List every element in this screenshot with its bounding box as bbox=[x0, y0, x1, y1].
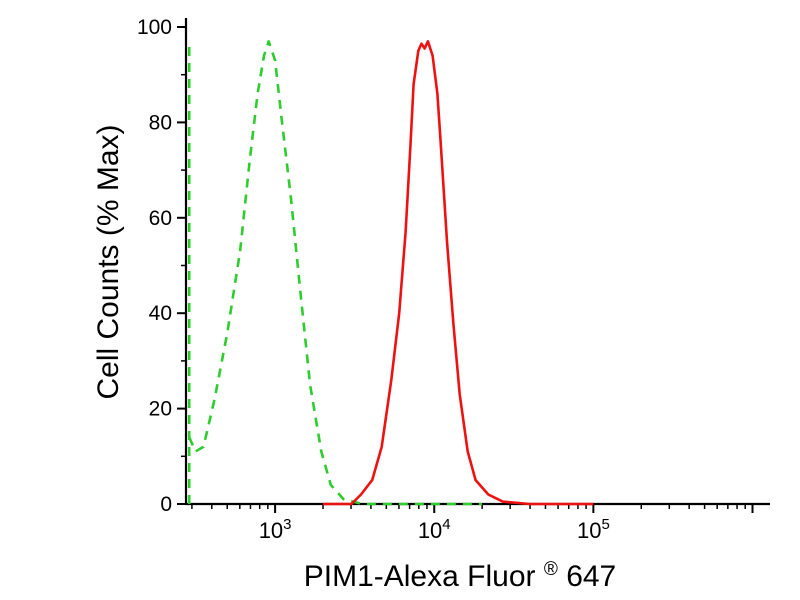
x-tick-label: 104 bbox=[418, 516, 451, 543]
x-axis-label: PIM1-Alexa Fluor ® 647 bbox=[304, 549, 617, 593]
x-tick-label: 103 bbox=[259, 516, 292, 543]
y-tick-label: 20 bbox=[149, 398, 172, 421]
x-tick-label: 105 bbox=[577, 516, 610, 543]
x-axis-label-prefix: PIM1-Alexa Fluor bbox=[304, 560, 536, 593]
y-tick-label: 80 bbox=[149, 111, 172, 134]
axes bbox=[184, 18, 770, 506]
y-axis-label: Cell Counts (% Max) bbox=[92, 124, 125, 399]
y-tick-label: 40 bbox=[149, 302, 172, 325]
curve-control-dashed-green bbox=[188, 39, 482, 506]
registered-trademark-superscript: ® bbox=[544, 559, 558, 580]
y-tick-label: 100 bbox=[137, 16, 172, 39]
curve-pim1-solid-red bbox=[322, 39, 594, 506]
y-tick-label: 60 bbox=[149, 207, 172, 230]
x-axis-label-suffix: 647 bbox=[566, 560, 616, 593]
y-tick-label: 0 bbox=[160, 493, 172, 516]
